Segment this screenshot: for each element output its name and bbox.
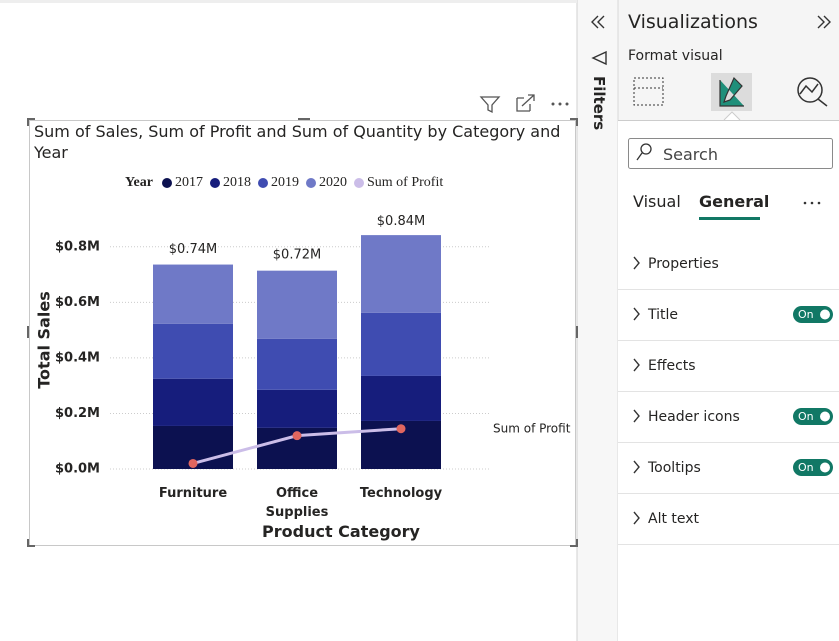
tab[interactable]: Visual <box>633 192 681 211</box>
pane-subtitle: Format visual <box>628 48 723 64</box>
series-label: Sum of Profit <box>493 422 571 436</box>
toggle-knob <box>820 462 830 473</box>
tab-pointer <box>723 111 741 121</box>
chart-title: Sum of Sales, Sum of Profit and Sum of Q… <box>34 122 561 162</box>
bar-segment <box>257 270 337 339</box>
y-tick-label: $0.4M <box>55 350 100 365</box>
toggle-label: On <box>798 410 814 423</box>
profit-marker <box>188 458 198 468</box>
legend-marker <box>258 178 268 188</box>
filters-label[interactable]: Filters <box>590 76 608 131</box>
corner-handles[interactable] <box>27 118 578 547</box>
filters-strip[interactable] <box>577 0 618 641</box>
x-tick-label: Technology <box>359 486 443 501</box>
chevron <box>633 256 640 270</box>
pane-title: Visualizations <box>628 11 758 33</box>
bar-segment <box>153 264 233 324</box>
resize-handles[interactable] <box>27 118 578 547</box>
focus-mode-icon[interactable] <box>516 94 535 112</box>
section-label[interactable]: Title <box>647 307 678 323</box>
bar-segment <box>153 323 233 379</box>
bar-segment <box>153 378 233 426</box>
section-label[interactable]: Properties <box>648 256 719 272</box>
search-icon <box>636 143 652 161</box>
top-edge <box>0 0 577 3</box>
total-label: $0.72M <box>273 248 321 263</box>
bar-segment <box>257 338 337 390</box>
x-tick-label: Furniture <box>158 486 228 501</box>
profit-marker <box>292 431 302 441</box>
bar-segment <box>361 375 441 421</box>
y-tick-label: $0.2M <box>55 406 100 421</box>
analytics-icon-lines <box>799 83 828 107</box>
y-tick-label: $0.8M <box>55 239 100 254</box>
legend-label[interactable]: Sum of Profit <box>367 175 443 190</box>
legend-label[interactable]: 2019 <box>271 175 299 190</box>
bar-segment <box>361 235 441 313</box>
visual-frame[interactable] <box>29 120 576 546</box>
more-options-icon[interactable] <box>551 102 569 106</box>
format-pane <box>618 120 839 641</box>
legend-marker <box>306 178 316 188</box>
toggle-label: On <box>798 461 814 474</box>
expand-icon[interactable] <box>817 15 831 29</box>
section-label[interactable]: Effects <box>648 358 696 374</box>
filter-icon[interactable] <box>479 96 501 114</box>
legend-marker <box>162 178 172 188</box>
y-tick-label: $0.6M <box>55 295 100 310</box>
legend-label[interactable]: 2017 <box>175 175 203 190</box>
section-label[interactable]: Header icons <box>648 409 740 425</box>
edge-handles[interactable] <box>27 118 578 338</box>
section-label[interactable]: Tooltips <box>647 460 701 476</box>
total-label: $0.84M <box>377 214 425 229</box>
toggle-knob <box>820 309 830 320</box>
total-label: $0.74M <box>169 242 217 257</box>
y-tick-label: $0.0M <box>55 462 100 477</box>
x-axis-title: Product Category <box>262 522 420 541</box>
collapse-icon[interactable] <box>591 15 605 29</box>
tab-active[interactable]: General <box>699 192 770 211</box>
toggle-label: On <box>798 308 814 321</box>
legend-title: Year <box>125 175 153 190</box>
pane-more-icon[interactable] <box>803 201 821 205</box>
chevron <box>633 511 640 525</box>
legend-marker <box>210 178 220 188</box>
filter-pane-icon[interactable] <box>591 50 607 66</box>
active-tab-indicator <box>699 217 760 220</box>
toggle-knob <box>820 411 830 422</box>
legend-label[interactable]: 2018 <box>223 175 251 190</box>
format-visual-icon <box>719 76 744 107</box>
section-label[interactable]: Alt text <box>648 511 700 527</box>
search-placeholder[interactable]: Search <box>663 145 718 164</box>
search-box[interactable] <box>628 138 833 169</box>
legend-label[interactable]: 2020 <box>319 175 347 190</box>
analytics-icon[interactable] <box>797 77 823 103</box>
legend-marker <box>354 178 364 188</box>
bar-segment <box>361 312 441 376</box>
chevron <box>633 307 640 321</box>
chevron <box>633 409 640 423</box>
bar-segment <box>257 389 337 428</box>
x-tick-label: Office Supplies <box>265 486 329 520</box>
chevron <box>633 358 640 372</box>
chevron <box>633 460 640 474</box>
y-axis-title: Total Sales <box>35 291 54 388</box>
profit-marker <box>396 424 406 434</box>
